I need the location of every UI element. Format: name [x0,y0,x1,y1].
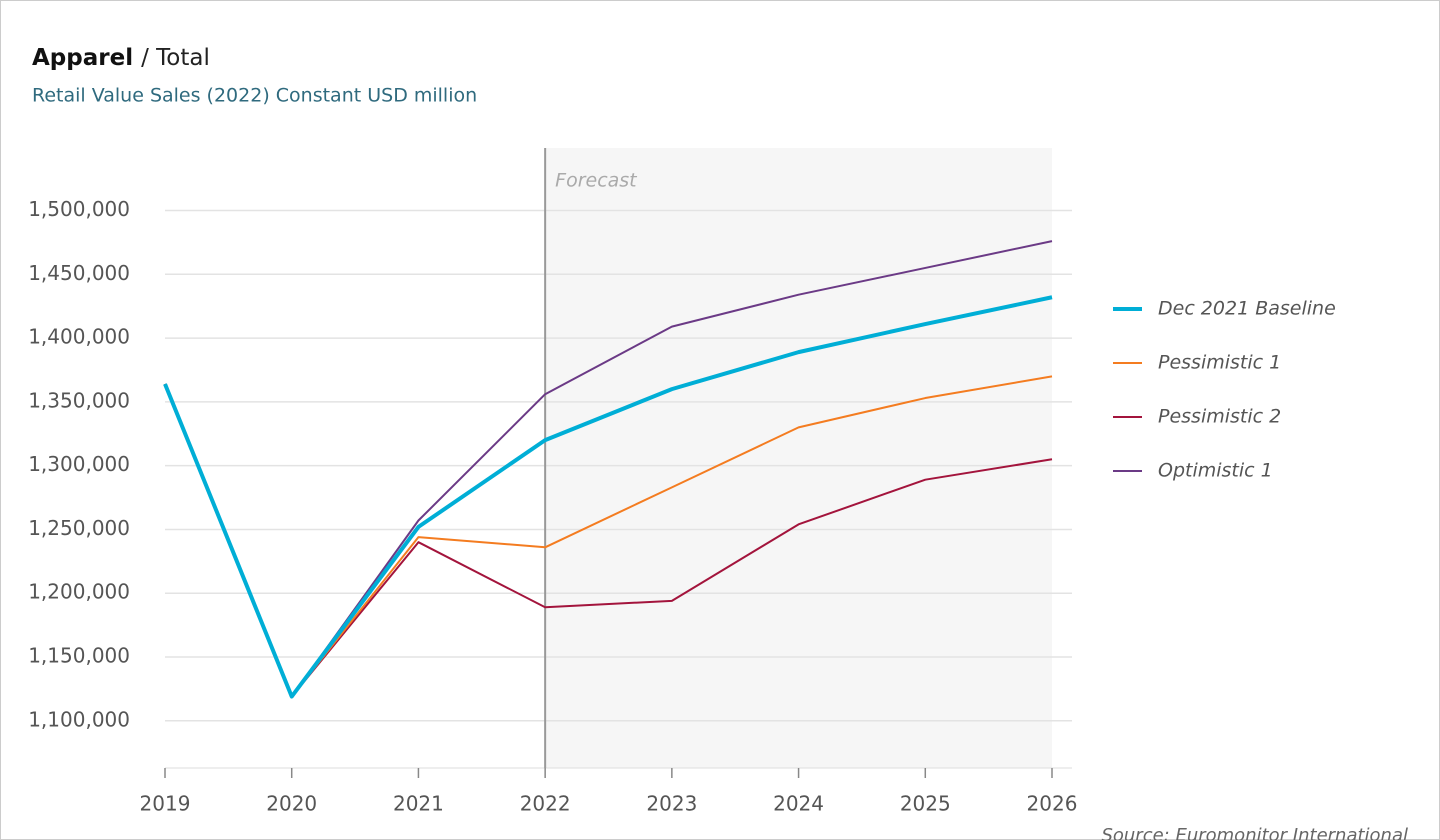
chart-subtitle: Retail Value Sales (2022) Constant USD m… [32,85,477,107]
title-suffix: / Total [141,45,210,71]
x-tick-label: 2022 [520,792,571,816]
x-tick-label: 2026 [1027,792,1078,816]
y-tick-label: 1,300,000 [28,452,130,476]
y-tick-label: 1,150,000 [28,644,130,668]
y-tick-label: 1,200,000 [28,580,130,604]
legend-label: Dec 2021 Baseline [1158,298,1336,320]
forecast-label: Forecast [555,170,638,192]
y-tick-label: 1,350,000 [28,388,130,412]
y-tick-label: 1,400,000 [28,325,130,349]
x-tick-label: 2025 [900,792,951,816]
y-tick-label: 1,100,000 [28,707,130,731]
chart-title: Apparel / Total [32,45,210,71]
legend-label: Pessimistic 2 [1158,406,1281,428]
source-note: Source: Euromonitor International [1101,825,1408,840]
title-main: Apparel [32,45,133,71]
x-tick-label: 2024 [773,792,824,816]
legend-label: Optimistic 1 [1158,460,1273,482]
x-tick-label: 2020 [266,792,317,816]
forecast-region [545,148,1052,768]
y-tick-label: 1,250,000 [28,516,130,540]
x-tick-label: 2023 [646,792,697,816]
legend-label: Pessimistic 1 [1158,352,1281,374]
x-tick-label: 2019 [140,792,191,816]
y-tick-label: 1,500,000 [28,197,130,221]
y-tick-label: 1,450,000 [28,261,130,285]
series-line [163,295,1053,699]
x-tick-label: 2021 [393,792,444,816]
